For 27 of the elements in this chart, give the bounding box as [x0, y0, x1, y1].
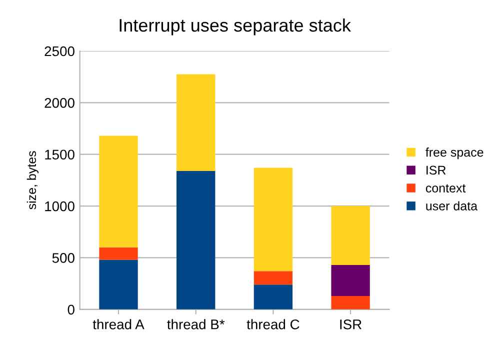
y-tick-label: 500 [52, 253, 74, 263]
y-tick-label: 0 [68, 304, 74, 315]
y-tick-label: 2500 [44, 46, 74, 56]
chart-title: Interrupt uses separate stack [120, 18, 351, 36]
x-tick-label: ISR [340, 319, 362, 330]
y-tick-label: 2000 [44, 98, 74, 108]
bar [331, 264, 370, 296]
x-tick-label: thread C [246, 319, 300, 330]
y-tick-label: 1500 [45, 150, 74, 160]
bar [99, 247, 138, 260]
x-tick-label: thread B* [167, 319, 225, 330]
bar [99, 260, 138, 310]
y-tick-label: 1000 [45, 201, 74, 212]
legend-label: user data [426, 201, 478, 210]
legend-label: context [426, 184, 466, 193]
bar [254, 168, 293, 272]
x-tick-label: thread A [92, 319, 144, 330]
bar [99, 136, 138, 248]
bar [331, 296, 370, 310]
y-axis-title: size, bytes [26, 151, 39, 210]
bar [331, 206, 370, 265]
bar [254, 284, 293, 310]
bar [176, 74, 216, 171]
bar [254, 271, 293, 285]
legend-label: free space [426, 148, 484, 160]
bar [176, 170, 216, 310]
legend-label: ISR [426, 166, 446, 175]
